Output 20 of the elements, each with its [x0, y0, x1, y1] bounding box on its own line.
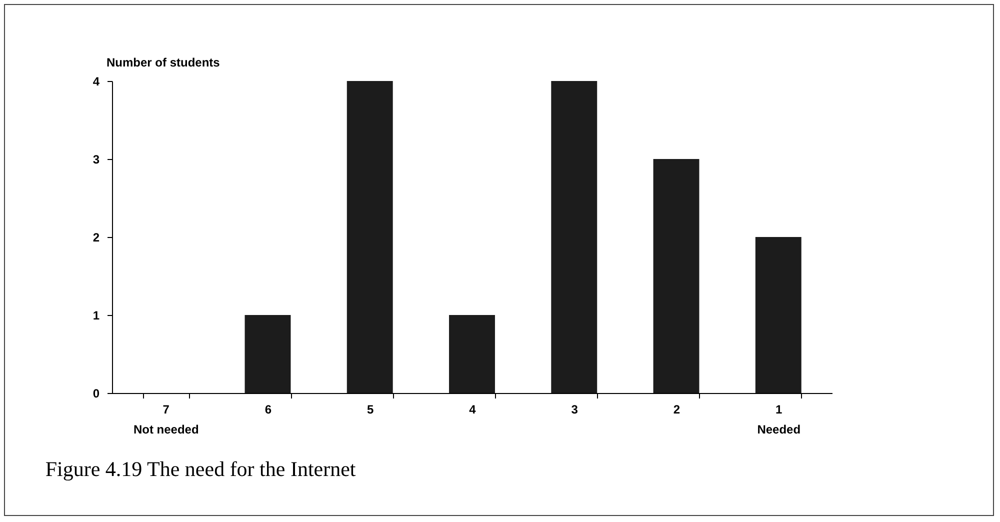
- y-tick-label: 2: [92, 230, 100, 244]
- x-tick-label: 4: [469, 402, 476, 416]
- bar: [346, 81, 393, 393]
- y-tick-label: 3: [92, 152, 100, 166]
- x-tick-label: 2: [673, 402, 680, 416]
- bar: [755, 237, 802, 393]
- x-tick-label: 3: [571, 402, 578, 416]
- y-axis-title: Number of students: [106, 56, 220, 70]
- bar: [449, 315, 495, 393]
- bar: [551, 81, 598, 393]
- x-tick-label: 5: [367, 402, 374, 416]
- y-tick-label: 4: [92, 74, 100, 88]
- caption: Figure 4.19 The need for the Internet: [45, 457, 356, 481]
- bar: [653, 159, 700, 393]
- x-tick-label: 7 Not needed: [133, 402, 199, 436]
- y-tick-label: 1: [92, 308, 100, 322]
- x-tick-label: 1 Needed: [757, 402, 801, 436]
- bar: [244, 315, 291, 393]
- y-tick-label: 0: [92, 386, 100, 400]
- x-tick-label: 6: [264, 402, 272, 416]
